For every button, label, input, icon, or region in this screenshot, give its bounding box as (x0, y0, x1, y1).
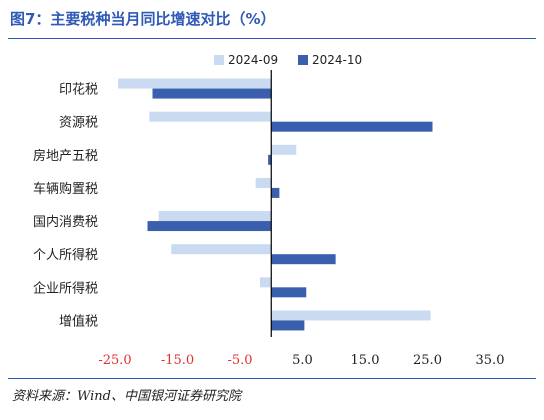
bar-2024-09-6 (260, 277, 272, 288)
category-label-3: 车辆购置税 (33, 181, 98, 197)
title-divider (8, 38, 536, 39)
bar-2024-10-2 (268, 154, 272, 165)
category-label-7: 增值税 (59, 313, 98, 329)
bar-2024-10-1 (271, 121, 433, 132)
bar-2024-10-6 (271, 287, 307, 298)
legend-label-1: 2024-10 (312, 53, 362, 67)
bar-2024-09-4 (158, 211, 272, 222)
legend-swatch-1 (298, 55, 308, 65)
legend-label-0: 2024-09 (228, 53, 278, 67)
bar-2024-09-5 (171, 244, 272, 255)
x-tick-label-2: -5.0 (227, 353, 252, 368)
bar-2024-10-7 (271, 320, 305, 331)
x-tick-label-0: -25.0 (98, 353, 131, 368)
bar-2024-09-2 (271, 144, 297, 155)
x-tick-label-5: 25.0 (413, 353, 442, 368)
figure-title: 图7：主要税种当月同比增速对比（%） (10, 10, 276, 28)
category-label-6: 企业所得税 (33, 280, 98, 296)
category-label-1: 资源税 (59, 116, 98, 131)
category-label-4: 国内消费税 (33, 214, 98, 230)
source-note: 资料来源：Wind、中国银河证券研究院 (12, 389, 241, 404)
x-tick-label-4: 15.0 (351, 353, 380, 368)
chart: 2024-09 2024-10 印花税资源税房地产五税车辆购置税国内消费税个人所得… (33, 53, 504, 368)
legend: 2024-09 2024-10 (214, 53, 362, 67)
x-tick-label-1: -15.0 (161, 353, 194, 368)
category-label-2: 房地产五税 (33, 148, 98, 164)
legend-swatch-0 (214, 55, 224, 65)
bar-2024-10-0 (152, 88, 272, 99)
tick-labels: -25.0 -15.0 -5.0 5.0 15.0 25.0 35.0 (98, 353, 504, 368)
category-label-5: 个人所得税 (33, 247, 98, 263)
x-tick-label-6: 35.0 (476, 353, 505, 368)
source-divider (8, 378, 536, 379)
bars (118, 78, 433, 331)
bar-2024-09-7 (271, 310, 431, 321)
bar-2024-09-0 (118, 78, 272, 89)
bar-2024-10-4 (147, 221, 272, 232)
bar-2024-10-3 (271, 187, 280, 198)
bar-2024-10-5 (271, 254, 336, 265)
x-tick-label-3: 5.0 (292, 353, 313, 368)
bar-2024-09-1 (149, 111, 272, 122)
bar-2024-09-3 (255, 177, 272, 188)
category-label-0: 印花税 (59, 82, 98, 98)
